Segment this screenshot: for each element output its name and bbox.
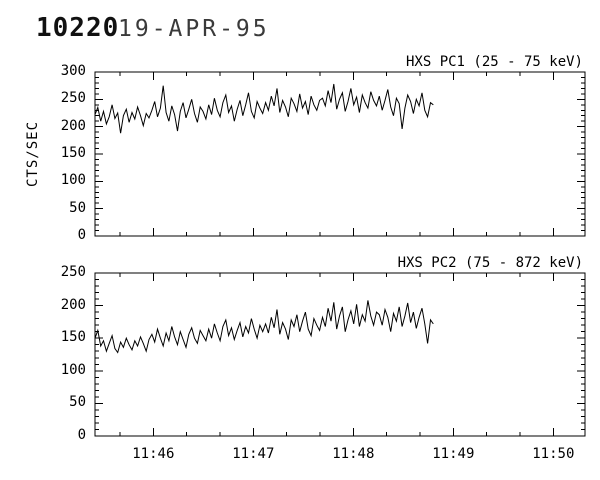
panel-2-trace [94,300,434,354]
panel1-title: HXS PC1 (25 - 75 keV) [405,54,583,70]
y-axis-label: CTS/SEC [25,120,41,188]
x-tick-label: 11:47 [232,446,275,462]
panel2-title: HXS PC2 (75 - 872 keV) [397,255,583,271]
y-tick-label: 150 [60,329,86,346]
x-tick-label: 11:48 [332,446,375,462]
y-tick-label: 100 [60,172,86,189]
y-tick-label: 200 [60,117,86,134]
y-tick-label: 0 [77,227,86,243]
flare-id: 10220 [36,13,120,43]
panel-2-axes-box [94,272,586,437]
x-tick-label: 11:46 [132,446,175,462]
x-tick-label: 11:50 [532,446,575,462]
panel-1 [94,71,586,237]
panel-1-trace [94,83,434,134]
y-tick-label: 50 [69,199,86,216]
y-tick-label: 150 [60,145,86,161]
y-tick-label: 200 [60,296,86,313]
y-tick-label: 250 [60,90,86,107]
observation-date: 19-APR-95 [118,16,270,42]
panel-2 [94,272,586,437]
y-tick-label: 250 [60,264,86,280]
y-tick-label: 300 [60,63,86,79]
y-tick-label: 50 [69,394,86,411]
y-tick-label: 0 [77,427,86,443]
y-tick-label: 100 [60,361,86,378]
panel-1-axes-box [94,71,586,237]
x-tick-label: 11:49 [432,446,475,462]
